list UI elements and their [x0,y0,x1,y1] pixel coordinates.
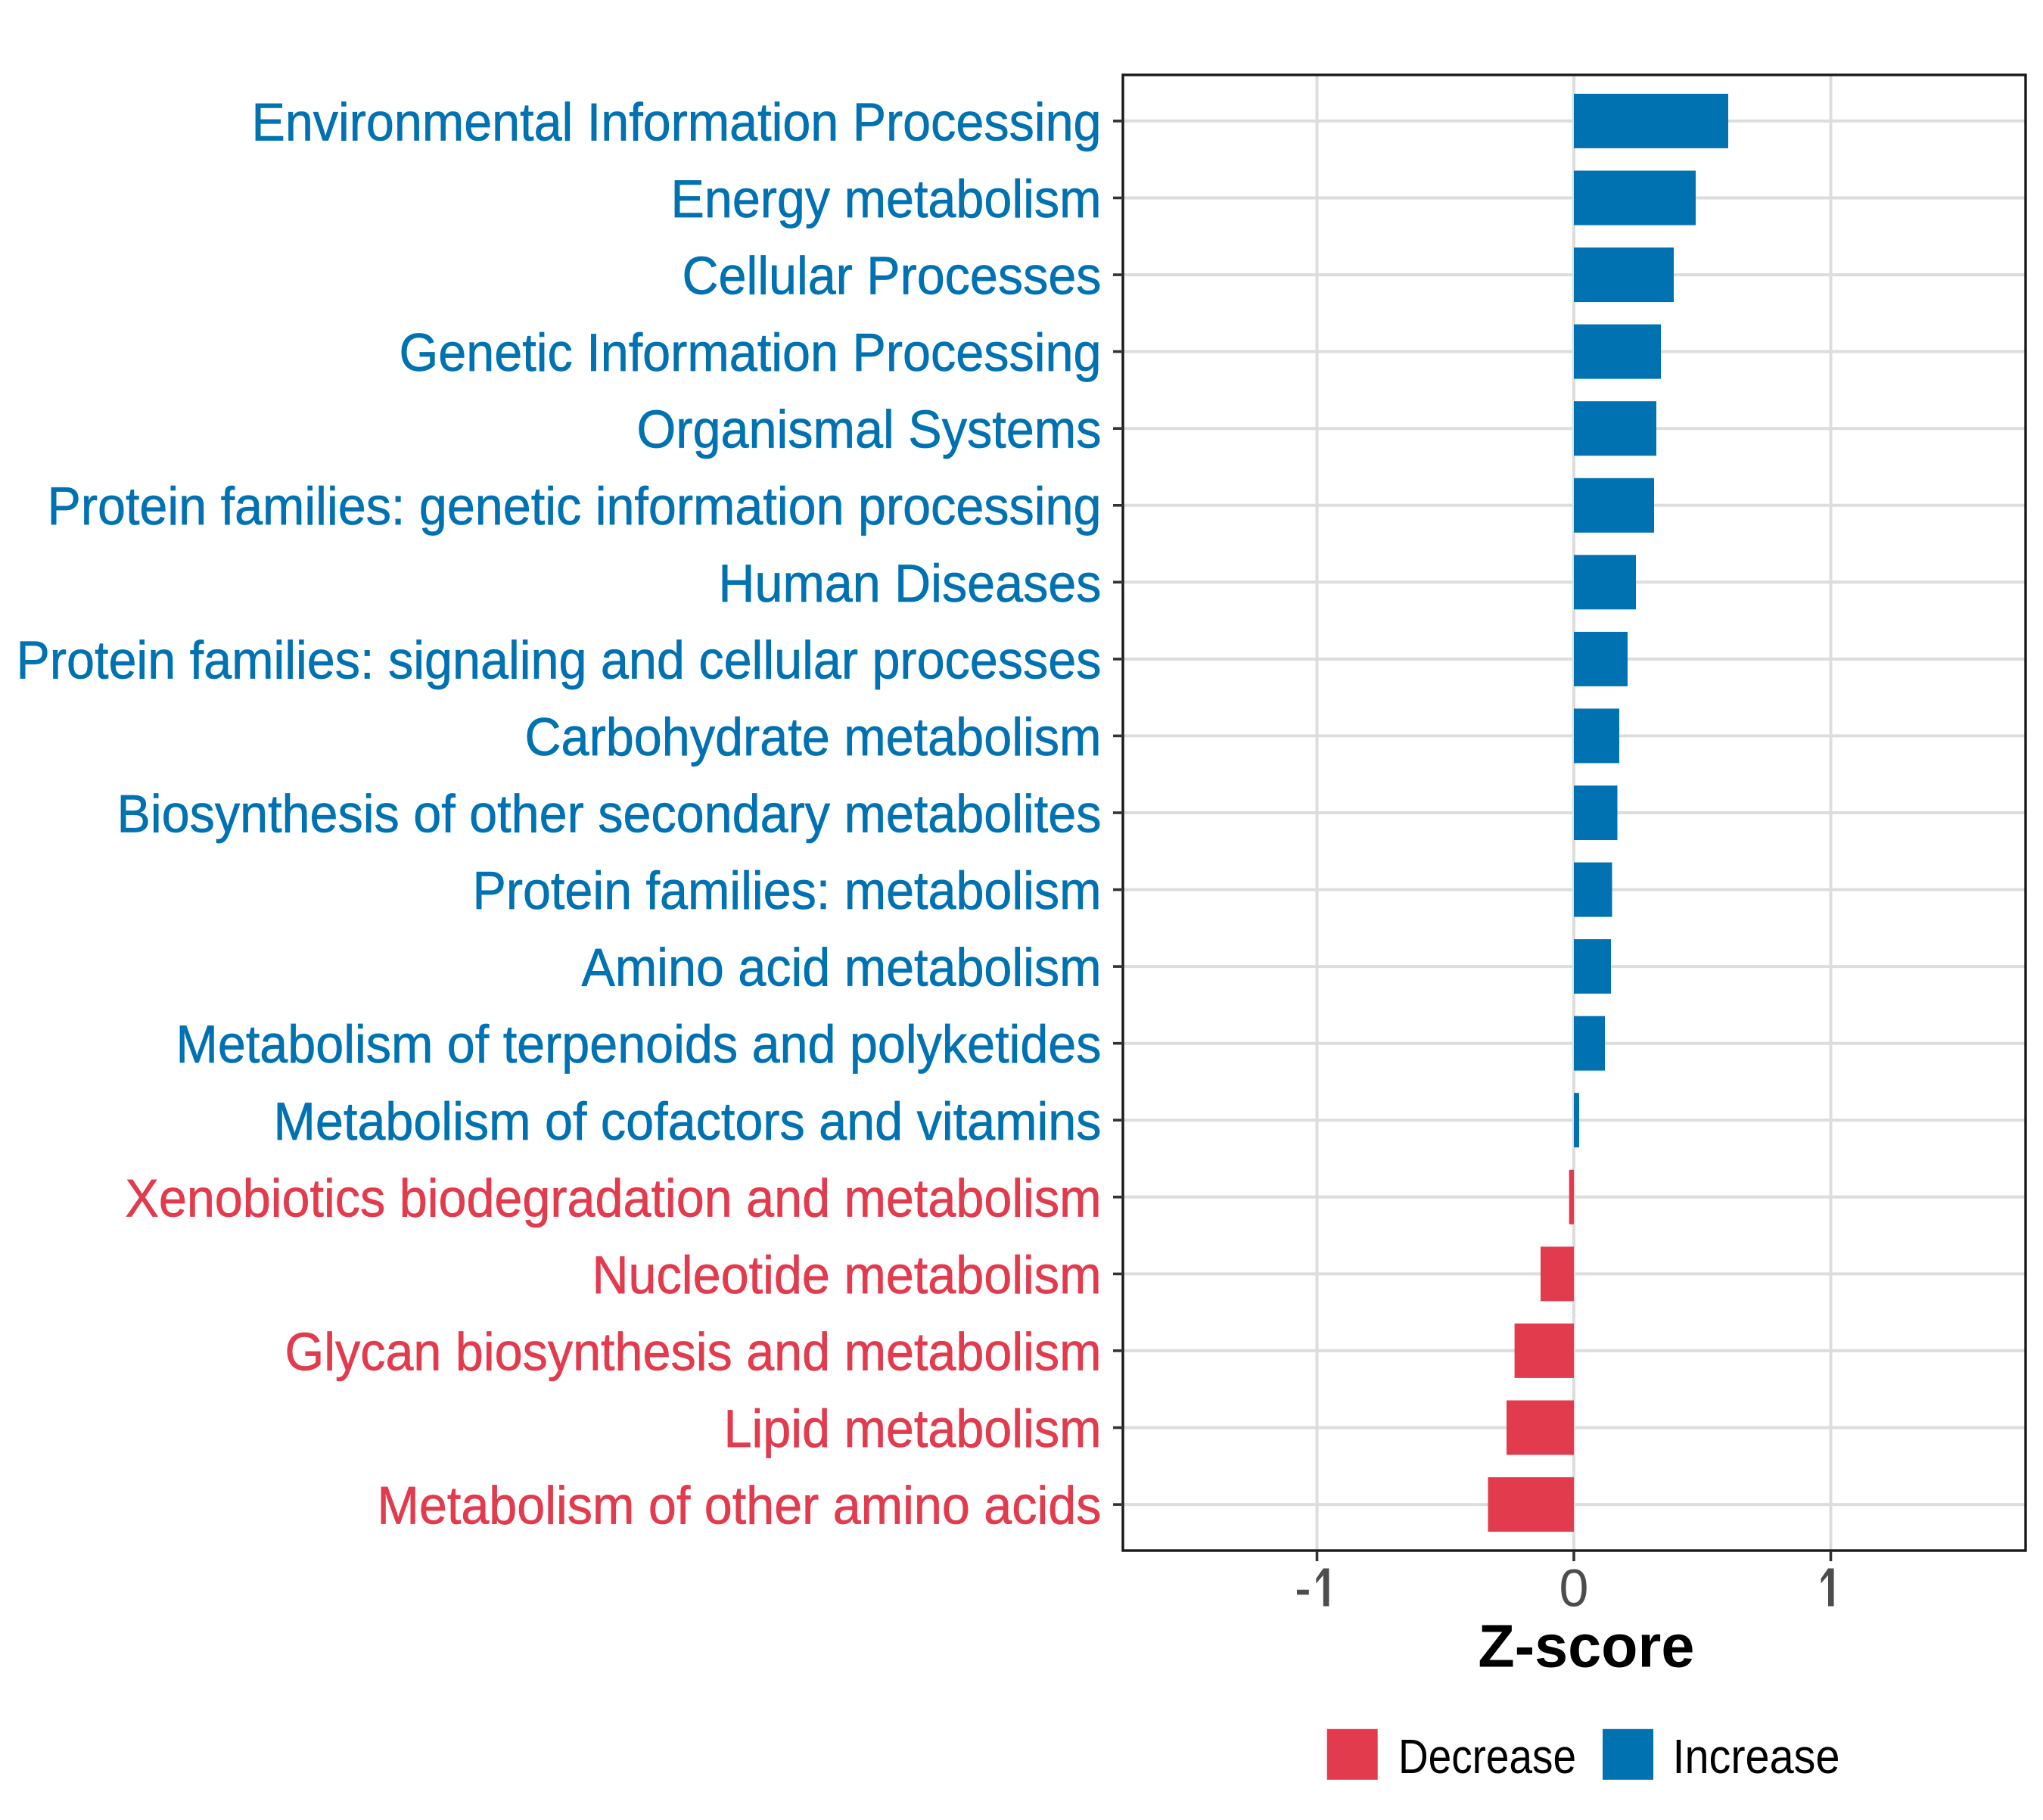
svg-text:Z-score: Z-score [1478,1613,1694,1680]
svg-text:Decrease: Decrease [1398,1729,1576,1784]
svg-text:Genetic Information Processing: Genetic Information Processing [400,322,1102,382]
svg-text:Nucleotide metabolism: Nucleotide metabolism [592,1245,1102,1305]
svg-text:Protein families: signaling an: Protein families: signaling and cellular… [17,630,1102,689]
svg-text:Metabolism of terpenoids and p: Metabolism of terpenoids and polyketides [176,1014,1102,1074]
svg-text:Protein families: genetic info: Protein families: genetic information pr… [48,476,1102,536]
svg-text:Xenobiotics biodegradation and: Xenobiotics biodegradation and metabolis… [126,1168,1102,1227]
svg-text:0: 0 [1559,1559,1589,1618]
svg-text:Environmental Information Proc: Environmental Information Processing [252,92,1102,151]
svg-text:Carbohydrate metabolism: Carbohydrate metabolism [525,707,1102,767]
svg-text:Protein families: metabolism: Protein families: metabolism [473,860,1102,920]
svg-text:Human Diseases: Human Diseases [719,553,1102,613]
svg-text:Organismal Systems: Organismal Systems [637,400,1102,459]
svg-text:Metabolism of cofactors and vi: Metabolism of cofactors and vitamins [274,1091,1102,1151]
svg-text:Amino acid metabolism: Amino acid metabolism [582,938,1102,997]
svg-text:Metabolism of other amino acid: Metabolism of other amino acids [378,1476,1102,1535]
svg-text:Biosynthesis of other secondar: Biosynthesis of other secondary metaboli… [117,784,1102,844]
svg-text:Cellular Processes: Cellular Processes [683,246,1102,306]
svg-text:Lipid metabolism: Lipid metabolism [724,1398,1102,1458]
svg-text:Glycan biosynthesis and metabo: Glycan biosynthesis and metabolism [285,1321,1102,1381]
svg-text:Increase: Increase [1673,1729,1840,1784]
svg-text:Energy metabolism: Energy metabolism [671,169,1102,229]
